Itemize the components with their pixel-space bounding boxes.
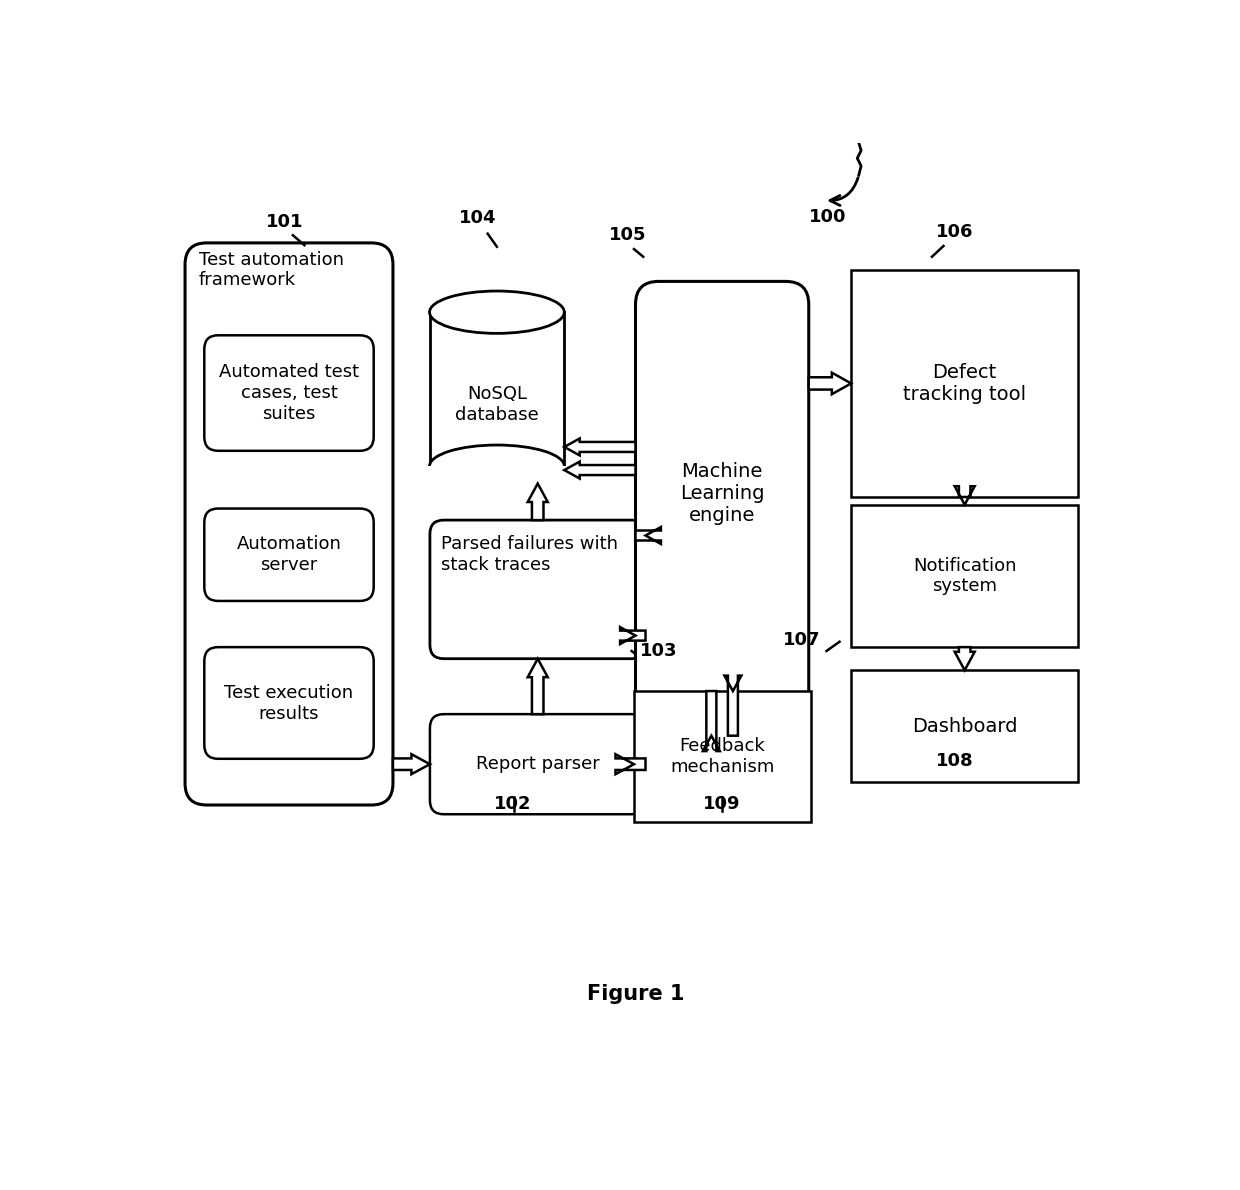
Bar	[428, 466, 565, 489]
Bar	[429, 312, 564, 466]
Text: 100: 100	[810, 208, 847, 226]
FancyBboxPatch shape	[205, 336, 373, 451]
Text: 103: 103	[640, 643, 677, 660]
Polygon shape	[528, 659, 548, 714]
Text: Defect
tracking tool: Defect tracking tool	[903, 363, 1027, 403]
Text: 104: 104	[459, 209, 496, 227]
FancyBboxPatch shape	[430, 520, 646, 659]
Text: 105: 105	[609, 226, 646, 244]
Text: Machine
Learning
engine: Machine Learning engine	[680, 462, 764, 525]
Text: 107: 107	[782, 632, 821, 650]
Text: 108: 108	[936, 752, 973, 770]
Polygon shape	[564, 462, 635, 478]
FancyBboxPatch shape	[185, 243, 393, 804]
Bar	[851, 670, 1079, 782]
Text: 102: 102	[494, 795, 531, 813]
Text: Notification
system: Notification system	[913, 557, 1017, 595]
FancyArrowPatch shape	[830, 177, 858, 206]
Text: NoSQL
database: NoSQL database	[455, 386, 538, 424]
Text: 101: 101	[267, 213, 304, 231]
Text: Figure 1: Figure 1	[587, 984, 684, 1003]
Text: Test automation
framework: Test automation framework	[198, 251, 343, 289]
Polygon shape	[615, 754, 646, 775]
Ellipse shape	[429, 445, 564, 488]
Text: Dashboard: Dashboard	[911, 716, 1018, 735]
Polygon shape	[635, 527, 661, 544]
Ellipse shape	[429, 292, 564, 333]
FancyBboxPatch shape	[205, 508, 373, 601]
Text: Automation
server: Automation server	[237, 536, 341, 574]
Bar	[634, 691, 811, 822]
FancyBboxPatch shape	[430, 714, 646, 814]
Polygon shape	[955, 487, 975, 505]
Bar	[851, 270, 1079, 497]
Polygon shape	[724, 676, 742, 735]
Polygon shape	[564, 438, 635, 456]
Text: Feedback
mechanism: Feedback mechanism	[671, 737, 775, 776]
Polygon shape	[808, 372, 851, 394]
Bar	[851, 505, 1079, 647]
Polygon shape	[703, 691, 719, 751]
Polygon shape	[955, 647, 975, 670]
Polygon shape	[528, 483, 548, 520]
FancyBboxPatch shape	[205, 647, 373, 759]
Polygon shape	[393, 754, 430, 775]
Text: Report parser: Report parser	[476, 756, 600, 774]
Text: 106: 106	[936, 224, 973, 242]
Text: Test execution
results: Test execution results	[224, 684, 353, 722]
Polygon shape	[620, 627, 646, 644]
FancyBboxPatch shape	[635, 281, 808, 735]
Text: 109: 109	[703, 795, 740, 813]
Text: Automated test
cases, test
suites: Automated test cases, test suites	[219, 363, 360, 422]
Text: Parsed failures with
stack traces: Parsed failures with stack traces	[440, 536, 618, 575]
